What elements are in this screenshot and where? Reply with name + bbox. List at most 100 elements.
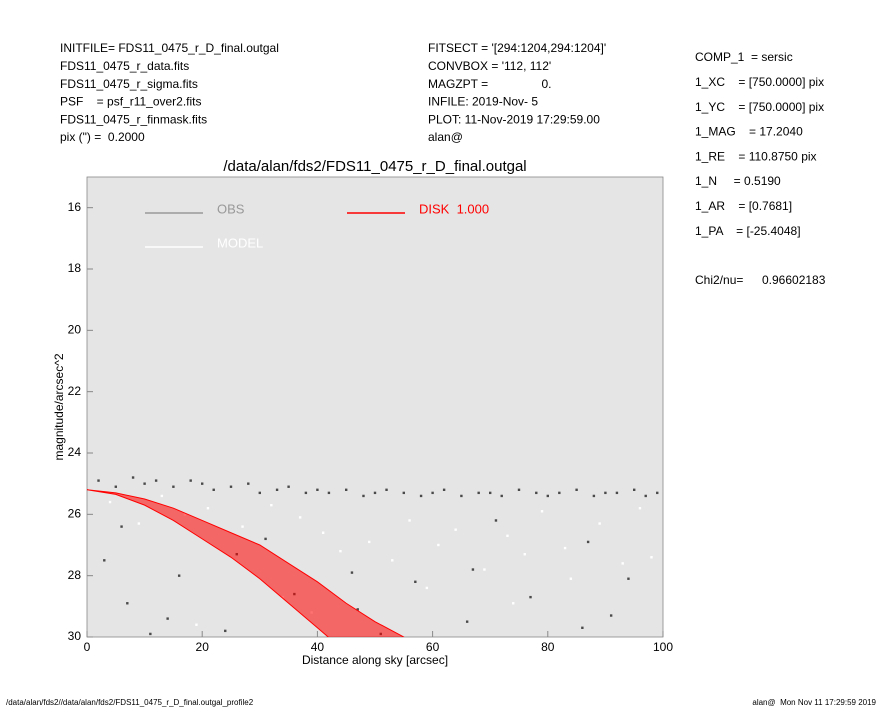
data-point <box>345 488 348 491</box>
data-point <box>558 491 561 495</box>
x-tick-label: 60 <box>426 640 440 654</box>
data-point <box>264 537 267 541</box>
data-point <box>592 494 596 498</box>
data-point <box>298 516 302 519</box>
data-point <box>437 543 440 547</box>
data-point <box>506 534 509 537</box>
header-left-line: FDS11_0475_r_data.fits <box>60 59 189 73</box>
y-tick-label: 30 <box>68 629 82 643</box>
data-point <box>644 494 647 498</box>
data-point <box>586 540 590 544</box>
data-point <box>500 494 503 498</box>
data-point <box>189 479 192 482</box>
data-point <box>523 553 526 556</box>
data-point <box>108 500 112 504</box>
data-point <box>247 482 250 485</box>
x-tick-label: 0 <box>84 640 91 654</box>
data-point <box>529 595 532 599</box>
plot-content <box>87 476 659 637</box>
data-point <box>270 503 273 507</box>
data-point <box>321 531 325 534</box>
legend-label: OBS <box>217 201 245 216</box>
fit-parameter: 1_RE = 110.8750 pix <box>695 149 817 163</box>
data-point <box>656 491 659 495</box>
data-point <box>385 488 388 491</box>
data-point <box>201 482 204 485</box>
data-point <box>431 491 434 495</box>
data-point <box>638 507 642 510</box>
data-point <box>195 623 198 626</box>
data-point <box>575 488 578 491</box>
fit-parameter: COMP_1 = sersic <box>695 50 793 64</box>
y-axis-label: magnitude/arcsec^2 <box>52 353 66 460</box>
data-point <box>350 571 354 574</box>
data-point <box>126 602 129 605</box>
chi2-value: 0.96602183 <box>762 273 826 287</box>
fit-parameter: 1_MAG = 17.2040 <box>695 125 803 139</box>
data-point <box>258 491 261 495</box>
plot-area <box>86 176 664 638</box>
chi2-label: Chi2/nu= <box>695 273 743 287</box>
data-point <box>339 549 342 553</box>
data-point <box>229 485 233 488</box>
disk-band <box>87 489 405 637</box>
data-point <box>408 519 411 522</box>
data-point <box>316 488 319 491</box>
data-point <box>149 632 152 636</box>
data-point <box>275 488 279 491</box>
data-point <box>535 491 538 495</box>
y-tick-label: 28 <box>68 568 82 582</box>
data-point <box>368 540 371 544</box>
data-point <box>356 608 359 611</box>
fit-parameter: 1_PA = [-25.4048] <box>695 224 801 238</box>
data-point <box>471 568 475 571</box>
data-point <box>241 525 244 528</box>
data-point <box>627 577 630 580</box>
data-point <box>581 626 584 629</box>
data-point <box>97 479 100 482</box>
data-point <box>425 586 429 590</box>
y-tick-label: 26 <box>68 507 82 521</box>
header-middle-line: INFILE: 2019-Nov- 5 <box>428 95 538 109</box>
data-point <box>177 574 181 577</box>
data-point <box>391 559 394 562</box>
data-point <box>224 629 227 633</box>
header-left-line: FDS11_0475_r_sigma.fits <box>60 77 198 91</box>
data-point <box>419 494 423 498</box>
data-point <box>287 485 290 488</box>
data-point <box>172 485 175 488</box>
y-tick-label: 18 <box>68 261 82 275</box>
data-point <box>154 479 158 482</box>
footer-left: /data/alan/fds2//data/alan/fds2/FDS11_04… <box>6 698 254 707</box>
data-point <box>477 491 480 495</box>
data-point <box>460 494 463 498</box>
x-tick-label: 100 <box>653 640 673 654</box>
data-point <box>327 491 331 495</box>
y-tick-label: 16 <box>68 200 82 214</box>
data-point <box>131 476 135 479</box>
data-point <box>489 491 492 495</box>
header-left-line: FDS11_0475_r_finmask.fits <box>60 112 207 126</box>
header-middle-line: FITSECT = '[294:1204,294:1204]' <box>428 41 606 55</box>
data-point <box>402 491 405 495</box>
header-left-line: INITFILE= FDS11_0475_r_D_final.outgal <box>60 41 279 55</box>
data-point <box>414 580 417 583</box>
fit-parameter: 1_XC = [750.0000] pix <box>695 75 824 89</box>
fit-parameter: 1_N = 0.5190 <box>695 174 781 188</box>
data-point <box>454 528 457 531</box>
data-point <box>569 577 573 580</box>
data-point <box>563 546 567 550</box>
data-point <box>465 620 469 623</box>
x-tick-label: 40 <box>311 640 325 654</box>
data-point <box>621 562 624 565</box>
data-point <box>483 568 486 571</box>
data-point <box>160 494 164 498</box>
data-point <box>137 522 141 525</box>
fit-parameter: 1_YC = [750.0000] pix <box>695 100 824 114</box>
header-middle-line: alan@ <box>428 130 463 144</box>
data-point <box>546 494 549 498</box>
data-point <box>494 519 498 522</box>
data-point <box>512 602 515 605</box>
